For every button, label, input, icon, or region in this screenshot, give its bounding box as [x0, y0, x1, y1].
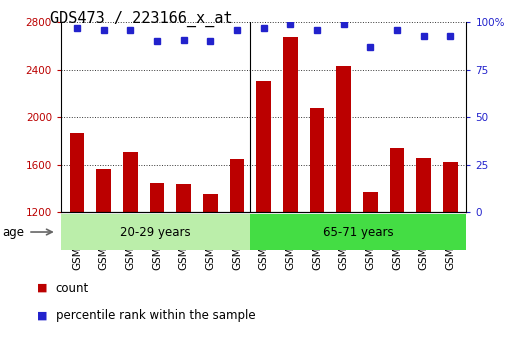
- Bar: [203, 194, 218, 345]
- Bar: [149, 183, 164, 345]
- Bar: [176, 184, 191, 345]
- Bar: [229, 159, 244, 345]
- Bar: [443, 162, 458, 345]
- Bar: [363, 192, 378, 345]
- Bar: [96, 169, 111, 345]
- Bar: [283, 37, 298, 345]
- Text: age: age: [3, 226, 25, 238]
- Text: count: count: [56, 282, 89, 295]
- Bar: [390, 148, 404, 345]
- Bar: [257, 80, 271, 345]
- Text: ■: ■: [37, 311, 48, 321]
- Text: GDS473 / 223166_x_at: GDS473 / 223166_x_at: [50, 10, 233, 27]
- Bar: [69, 133, 84, 345]
- Text: ■: ■: [37, 283, 48, 293]
- Bar: [337, 66, 351, 345]
- Text: 20-29 years: 20-29 years: [120, 226, 191, 238]
- Text: percentile rank within the sample: percentile rank within the sample: [56, 309, 255, 322]
- Bar: [123, 152, 138, 345]
- Bar: [310, 108, 324, 345]
- Text: 65-71 years: 65-71 years: [323, 226, 394, 238]
- Bar: [417, 158, 431, 345]
